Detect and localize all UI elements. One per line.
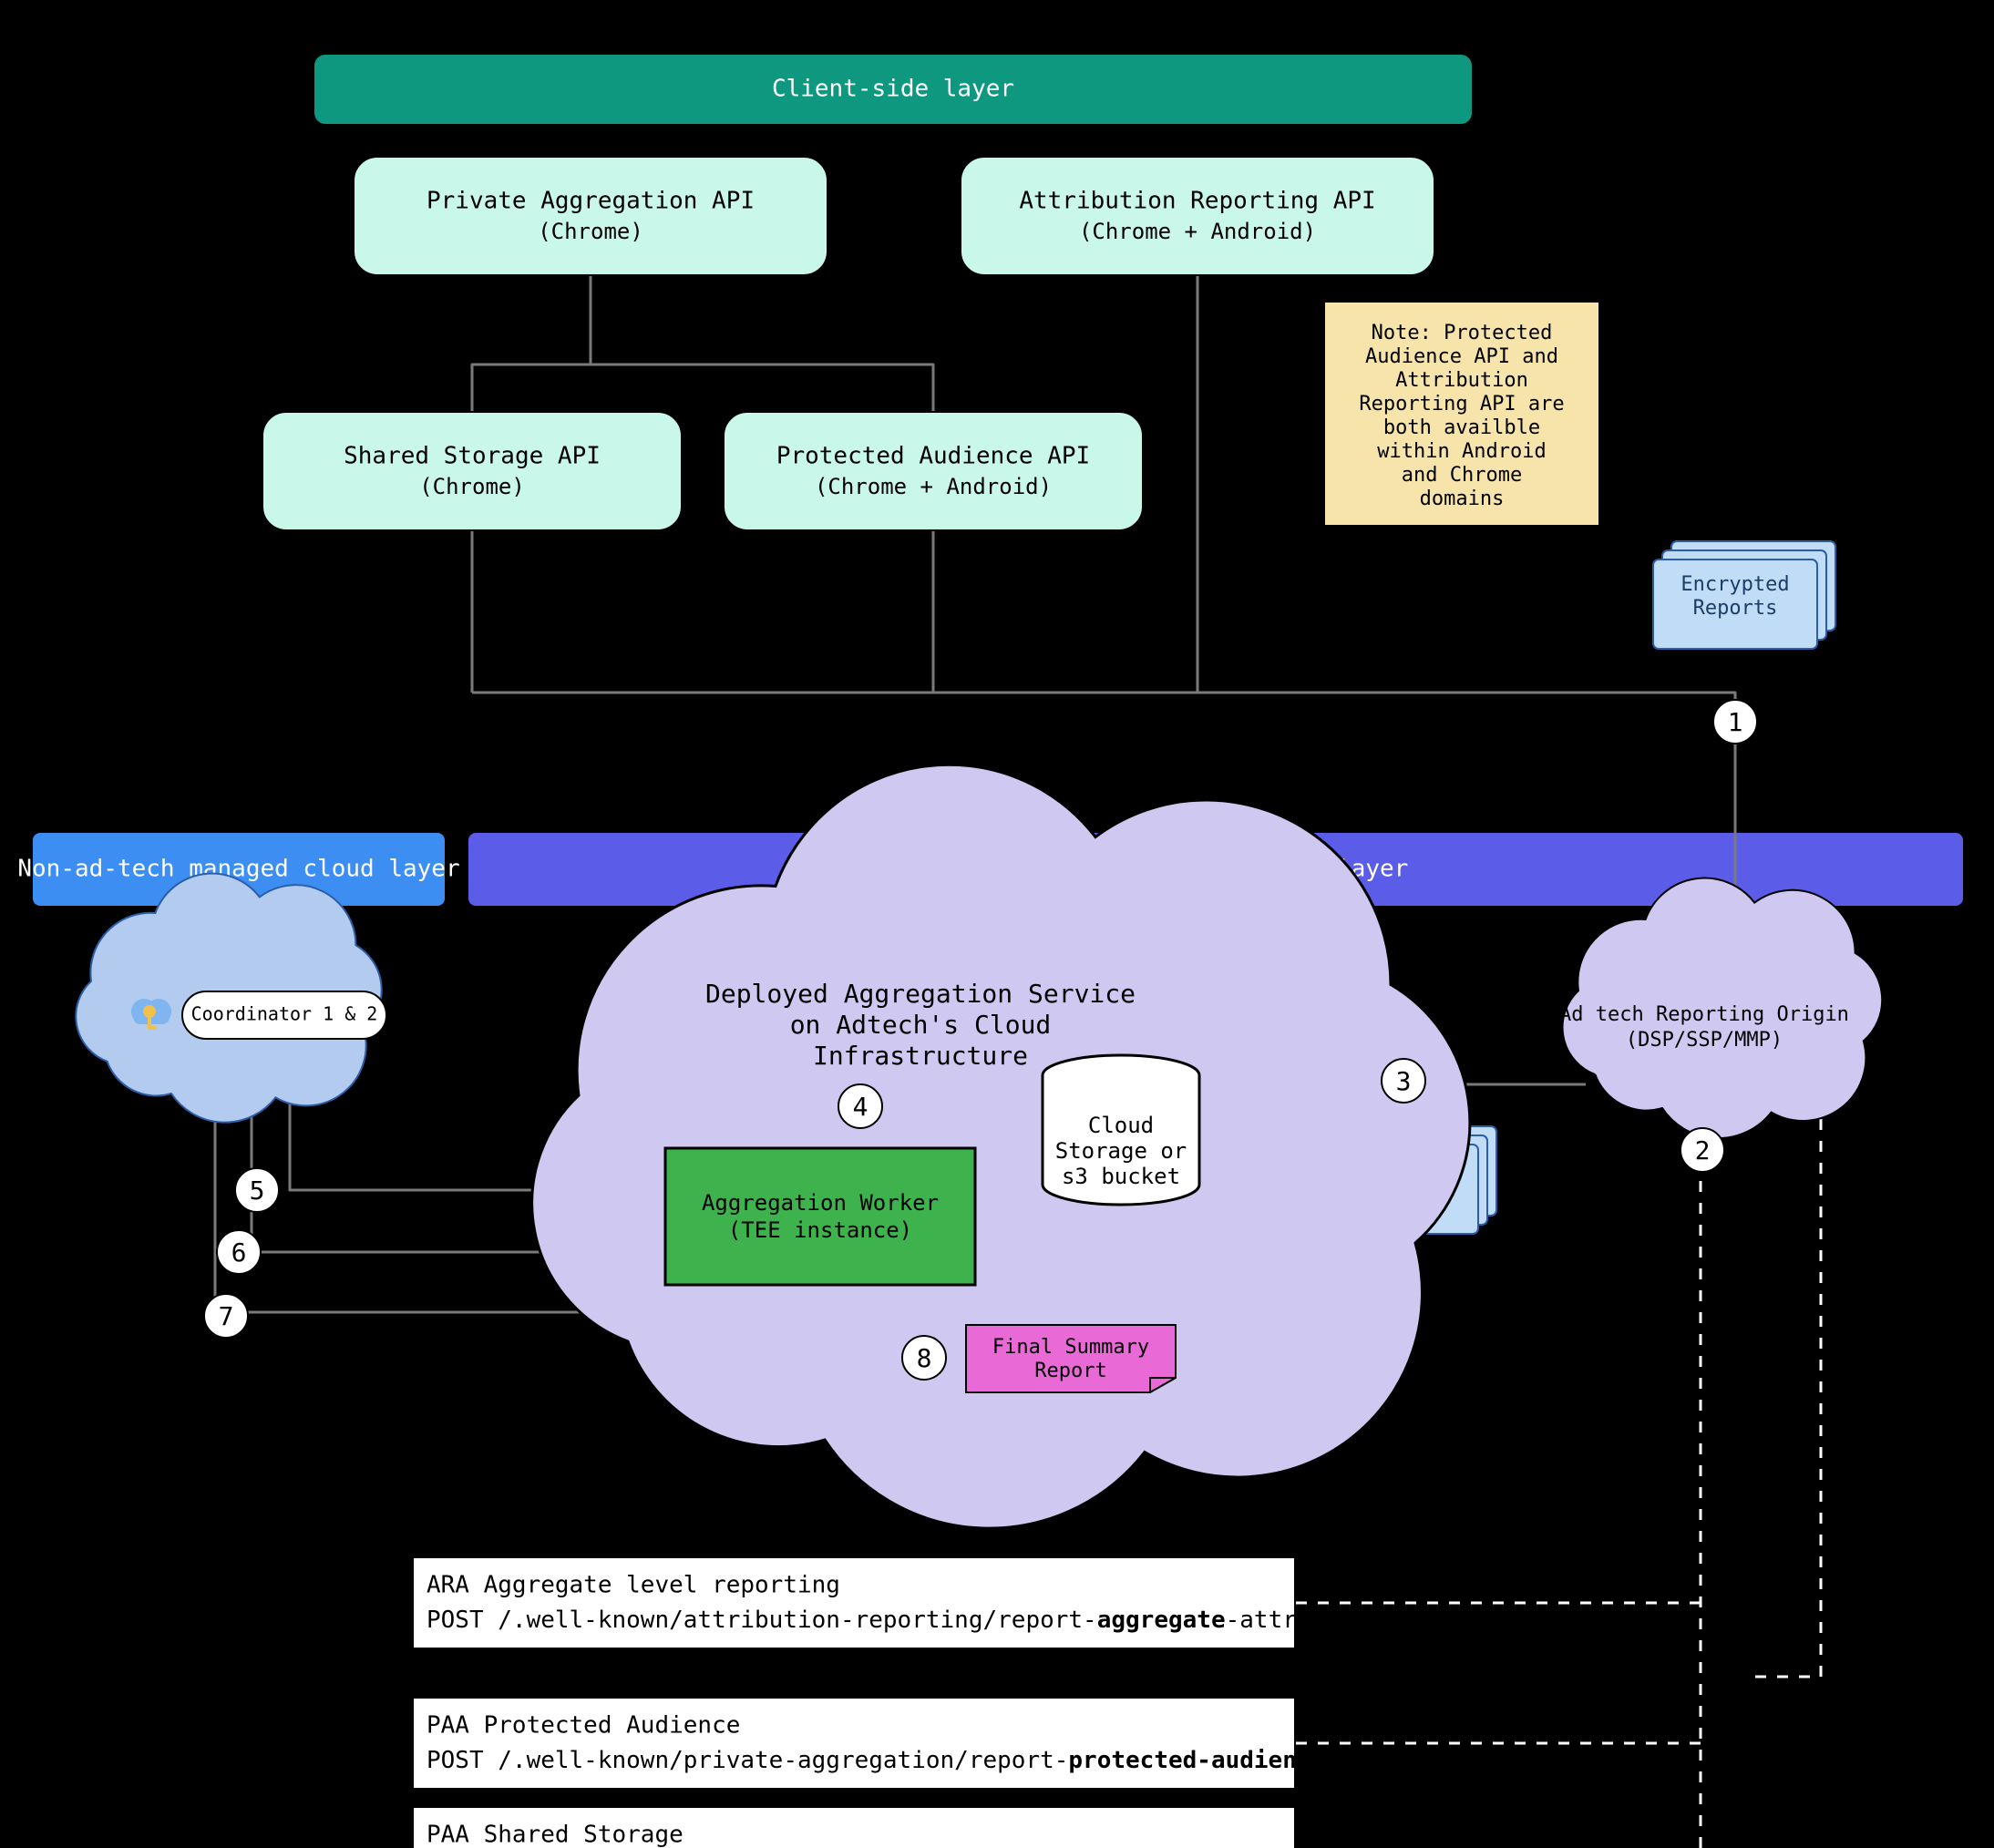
- client-header: Client-side layer: [314, 55, 1472, 124]
- cloud-storage-cylinder: CloudStorage ors3 bucket: [1043, 1055, 1199, 1205]
- aggregation-service-title: on Adtech's Cloud: [790, 1010, 1052, 1040]
- final-report-label: Report: [1034, 1360, 1106, 1382]
- api-box-protected_audience-sub: (Chrome + Android): [815, 474, 1052, 499]
- note-line: within Android: [1377, 440, 1546, 463]
- encrypted-reports-label: Encrypted: [1681, 573, 1789, 596]
- api-box-private_agg-sub: (Chrome): [538, 219, 643, 244]
- step-badge-7: 7: [204, 1294, 248, 1338]
- step-badge-num: 1: [1728, 707, 1743, 737]
- cloud-storage-label: s3 bucket: [1062, 1164, 1180, 1189]
- note-line: Reporting API are: [1359, 393, 1564, 416]
- api-box-private_agg: Private Aggregation API (Chrome): [354, 157, 827, 275]
- final-summary-report: Final SummaryReport: [966, 1325, 1176, 1392]
- client-header-label: Client-side layer: [772, 76, 1014, 103]
- aggregation-worker-label: Aggregation Worker: [702, 1190, 939, 1216]
- step-badge-3: 3: [1382, 1059, 1425, 1103]
- note-line: and Chrome: [1402, 464, 1522, 487]
- non_adtech-header-label: Non-ad-tech managed cloud layer: [17, 856, 459, 883]
- note-line: both availble: [1383, 416, 1540, 439]
- endpoint-title: ARA Aggregate level reporting: [427, 1572, 840, 1599]
- step-badge-1: 1: [1713, 700, 1757, 744]
- endpoint-path: POST /.well-known/private-aggregation/re…: [427, 1747, 1325, 1774]
- step-badge-num: 4: [853, 1092, 869, 1122]
- step-badge-num: 7: [219, 1301, 234, 1331]
- api-box-protected_audience: Protected Audience API (Chrome + Android): [724, 412, 1143, 530]
- api-box-attribution-sub: (Chrome + Android): [1079, 219, 1316, 244]
- step-badge-6: 6: [217, 1230, 261, 1274]
- endpoint-title: PAA Protected Audience: [427, 1712, 740, 1740]
- note-line: Audience API and: [1365, 345, 1558, 368]
- final-report-label: Final Summary: [992, 1336, 1149, 1359]
- aggregation-service-title: Infrastructure: [813, 1041, 1028, 1071]
- coordinator-cloud: Coordinator 1 & 2: [76, 874, 386, 1123]
- step-badge-5: 5: [235, 1168, 279, 1212]
- note-line: domains: [1420, 488, 1505, 510]
- coordinator-label: Coordinator 1 & 2: [191, 1003, 378, 1025]
- endpoint-path: POST /.well-known/attribution-reporting/…: [427, 1607, 1396, 1634]
- step-badge-num: 2: [1695, 1135, 1711, 1165]
- endpoint-paa_ss: PAA Shared StoragePOST /.well-known/priv…: [414, 1808, 1294, 1848]
- aggregation-service-title: Deployed Aggregation Service: [705, 979, 1136, 1009]
- api-box-private_agg-title: Private Aggregation API: [427, 188, 755, 215]
- step-badge-num: 5: [250, 1176, 265, 1206]
- endpoint-paa_pa: PAA Protected Audience POST /.well-known/…: [414, 1699, 1325, 1788]
- api-box-shared_storage: Shared Storage API (Chrome): [262, 412, 682, 530]
- cloud-storage-label: Cloud: [1088, 1113, 1154, 1138]
- reporting-origin-cloud: Ad tech Reporting Origin (DSP/SSP/MMP): [1559, 878, 1882, 1139]
- step-badge-num: 6: [231, 1237, 247, 1268]
- step-badge-8: 8: [902, 1336, 946, 1380]
- api-box-shared_storage-sub: (Chrome): [419, 474, 525, 499]
- step-badge-num: 8: [917, 1343, 932, 1373]
- api-box-attribution: Attribution Reporting API (Chrome + Andro…: [961, 157, 1434, 275]
- note-line: Attribution: [1395, 369, 1528, 392]
- availability-note: Note: ProtectedAudience API andAttributi…: [1325, 303, 1598, 533]
- aggregation-worker-label: (TEE instance): [728, 1217, 912, 1243]
- endpoint-title: PAA Shared Storage: [427, 1822, 684, 1848]
- api-box-shared_storage-title: Shared Storage API: [344, 443, 601, 470]
- encrypted-reports-a: EncryptedReports: [1653, 541, 1835, 649]
- aggregation-worker: Aggregation Worker(TEE instance): [665, 1148, 975, 1285]
- reporting-origin-label: (DSP/SSP/MMP): [1626, 1029, 1783, 1052]
- encrypted-reports-label: Reports: [1693, 597, 1778, 620]
- cloud-storage-label: Storage or: [1055, 1138, 1187, 1164]
- note-line: Note: Protected: [1372, 322, 1553, 344]
- step-badge-2: 2: [1681, 1128, 1724, 1172]
- step-badge-4: 4: [838, 1084, 882, 1128]
- endpoint-ara: ARA Aggregate level reporting POST /.well…: [414, 1558, 1396, 1648]
- step-badge-num: 3: [1396, 1066, 1412, 1096]
- api-box-attribution-title: Attribution Reporting API: [1019, 188, 1375, 215]
- api-box-protected_audience-title: Protected Audience API: [776, 443, 1090, 470]
- reporting-origin-label: Ad tech Reporting Origin: [1559, 1003, 1849, 1026]
